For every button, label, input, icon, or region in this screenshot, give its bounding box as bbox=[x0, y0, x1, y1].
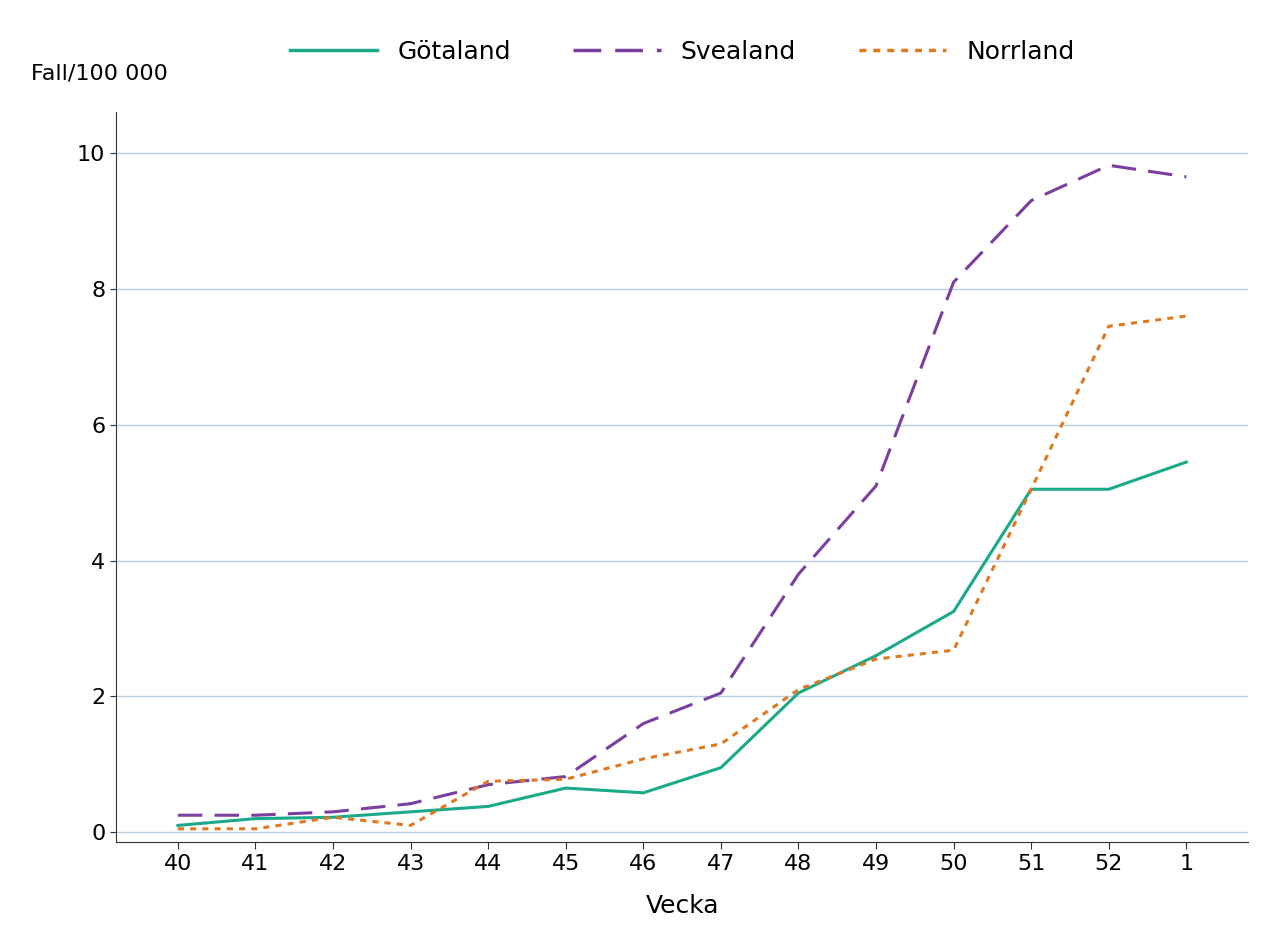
Legend: Götaland, Svealand, Norrland: Götaland, Svealand, Norrland bbox=[279, 30, 1085, 74]
X-axis label: Vecka: Vecka bbox=[645, 894, 719, 917]
Text: Fall/100 000: Fall/100 000 bbox=[31, 63, 167, 83]
